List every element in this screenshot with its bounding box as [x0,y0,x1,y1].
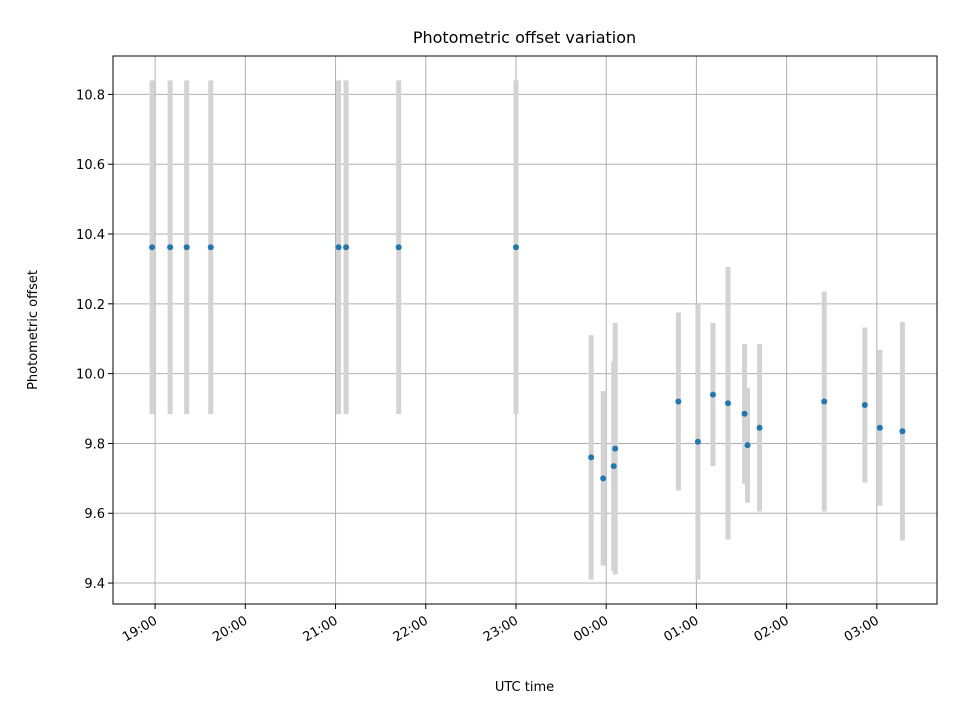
data-point [861,402,868,409]
data-point [395,244,402,251]
data-points [149,244,906,482]
y-tick-label: 10.0 [76,368,105,383]
data-point [756,424,763,431]
data-point [899,428,906,435]
y-tick-label: 10.8 [76,88,105,103]
data-point [876,424,883,431]
chart-title: Photometric offset variation [413,28,636,47]
y-axis: 9.4 9.6 9.8 10.0 10.2 10.4 10.6 10.8 [76,88,113,592]
data-point [183,244,190,251]
x-axis-label: UTC time [495,680,554,695]
y-tick-label: 10.2 [76,298,105,313]
data-point [694,438,701,445]
data-point [207,244,214,251]
grid [113,56,937,604]
data-point [612,445,619,452]
data-point [335,244,342,251]
data-point [821,398,828,405]
data-point [512,244,519,251]
data-point [588,454,595,461]
y-tick-label: 9.6 [84,507,105,522]
y-tick-label: 9.8 [84,437,105,452]
data-point [343,244,350,251]
data-point [600,475,607,482]
data-point [149,244,156,251]
data-point [610,463,617,470]
data-point [744,442,751,449]
y-tick-label: 10.4 [76,228,105,243]
data-point [709,391,716,398]
y-tick-label: 10.6 [76,158,105,173]
data-point [724,400,731,407]
data-point [741,410,748,417]
plot-frame [112,55,938,605]
data-point [675,398,682,405]
y-axis-label: Photometric offset [26,270,41,390]
data-point [167,244,174,251]
y-tick-label: 9.4 [84,577,105,592]
